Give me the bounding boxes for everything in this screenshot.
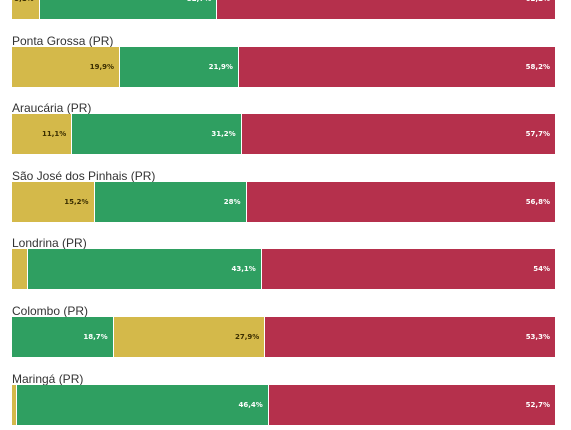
data-label: 11,1%	[41, 130, 67, 138]
data-label: 15,2%	[64, 198, 89, 206]
bar-segment-green: 21,9%	[120, 47, 239, 87]
bar-segment-green: 43,1%	[27, 249, 262, 289]
data-label: 54%	[533, 265, 550, 273]
bar-segment-yellow: 15,2%	[12, 182, 95, 222]
category-label: Araucária (PR)	[12, 101, 92, 115]
data-label: 21,9%	[208, 63, 233, 71]
data-label: 58,2%	[525, 63, 550, 71]
bar-segment-red: 57,7%	[241, 114, 555, 154]
data-label: 31,2%	[211, 130, 236, 138]
data-label: 57,7%	[525, 130, 550, 138]
stacked-bar: 11,1% 31,2% 57,7%	[12, 114, 555, 154]
data-label: 43,1%	[231, 265, 256, 273]
bar-segment-yellow: 11,1%	[12, 114, 73, 154]
stacked-bar: 46,4% 52,7%	[12, 385, 555, 425]
stacked-bar: 15,2% 28% 56,8%	[12, 182, 555, 222]
bar-segment-red: 62,2%	[217, 0, 555, 19]
category-label: Londrina (PR)	[12, 236, 87, 250]
data-label: 53,3%	[525, 333, 550, 341]
bar-segment-green: 18,7%	[12, 317, 114, 357]
data-label: 28%	[223, 198, 241, 206]
bar-segment-red: 58,2%	[238, 47, 555, 87]
bar-segment-yellow: 27,9%	[113, 317, 266, 357]
bar-segment-yellow	[12, 385, 17, 425]
bar-segment-red: 53,3%	[265, 317, 555, 357]
stacked-bar: 18,7% 27,9% 53,3%	[12, 317, 555, 357]
data-label: 46,4%	[238, 401, 263, 409]
data-label: 32,7%	[187, 0, 211, 3]
bar-segment-red: 56,8%	[246, 182, 555, 222]
bar-segment-green: 46,4%	[16, 385, 269, 425]
data-label: 5,1%	[14, 0, 33, 3]
data-label: 27,9%	[234, 333, 260, 341]
stacked-bar: 43,1% 54%	[12, 249, 555, 289]
stacked-bar: 5,1% 32,7% 62,2%	[12, 0, 555, 19]
category-label: Ponta Grossa (PR)	[12, 34, 114, 48]
data-label: 19,9%	[89, 63, 115, 71]
stacked-bar: 19,9% 21,9% 58,2%	[12, 47, 555, 87]
bar-segment-green: 28%	[94, 182, 247, 222]
data-label: 18,7%	[83, 333, 108, 341]
bar-segment-yellow: 5,1%	[12, 0, 40, 19]
category-label: São José dos Pinhais (PR)	[12, 169, 156, 183]
bar-segment-green: 31,2%	[72, 114, 242, 154]
bar-segment-yellow	[12, 249, 28, 289]
category-label: Maringá (PR)	[12, 372, 84, 386]
data-label: 62,2%	[526, 0, 550, 3]
bar-segment-red: 54%	[261, 249, 555, 289]
data-label: 52,7%	[525, 401, 550, 409]
bar-segment-green: 32,7%	[39, 0, 218, 19]
bar-segment-yellow: 19,9%	[12, 47, 121, 87]
data-label: 56,8%	[525, 198, 550, 206]
bar-segment-red: 52,7%	[268, 385, 555, 425]
category-label: Colombo (PR)	[12, 304, 89, 318]
